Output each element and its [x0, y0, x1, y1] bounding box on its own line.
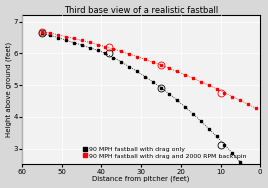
Title: Third base view of a realistic fastball: Third base view of a realistic fastball: [64, 6, 218, 14]
Y-axis label: Height above ground (feet): Height above ground (feet): [6, 42, 12, 137]
X-axis label: Distance from pitcher (feet): Distance from pitcher (feet): [92, 176, 190, 182]
Legend: 90 MPH fastball with drag only, 90 MPH fastball with drag and 2000 RPM backspin: 90 MPH fastball with drag only, 90 MPH f…: [82, 146, 248, 160]
